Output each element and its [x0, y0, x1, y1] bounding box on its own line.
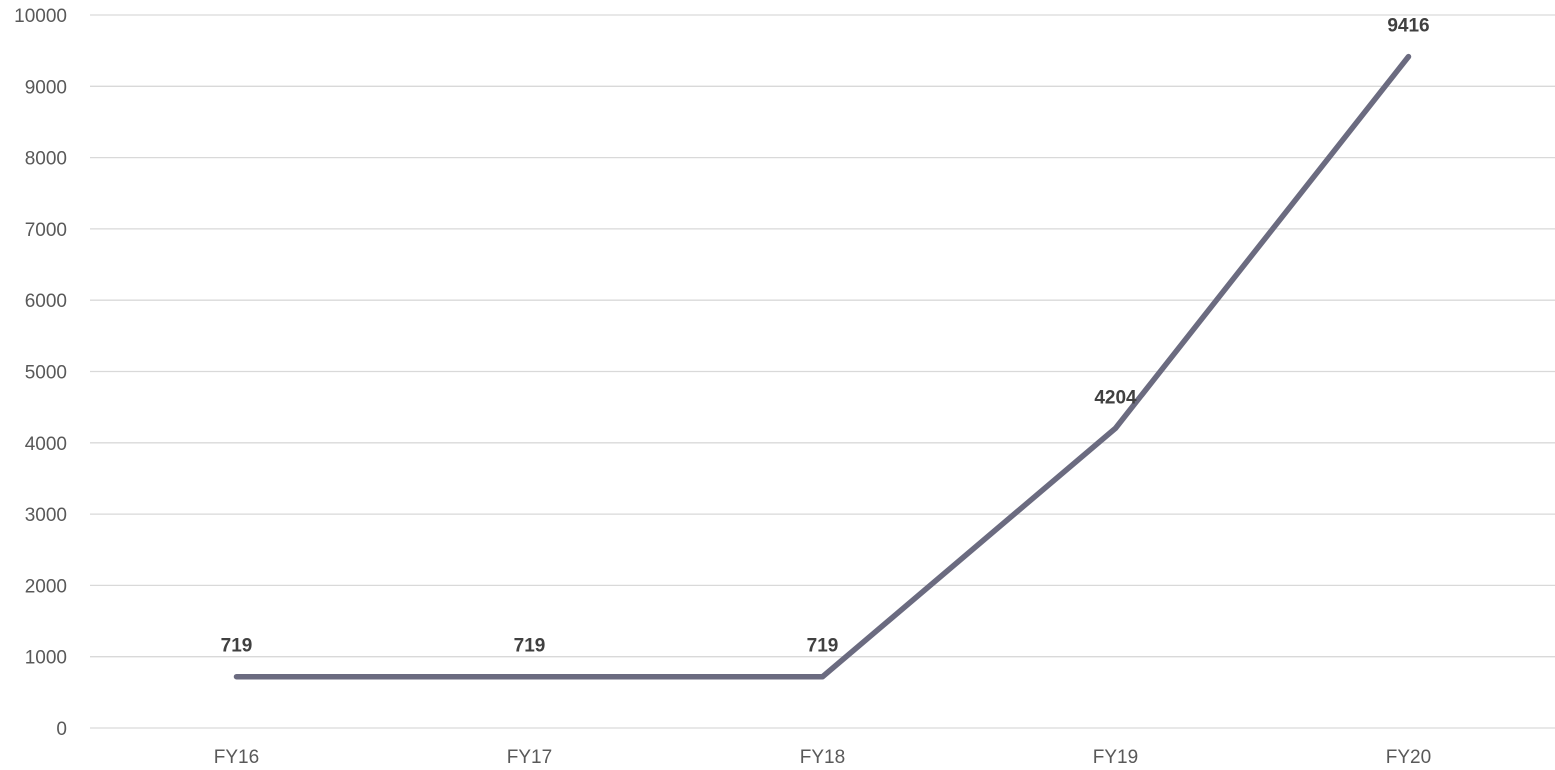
y-tick-label: 0 — [56, 719, 67, 740]
y-tick-label: 3000 — [25, 505, 67, 526]
data-label: 719 — [221, 636, 253, 657]
series-line — [233, 53, 1412, 680]
y-tick-label: 6000 — [25, 291, 67, 312]
x-axis-ticks: FY16 FY17 FY18 FY19 FY20 — [214, 747, 1431, 768]
x-tick-label: FY16 — [214, 747, 259, 768]
y-tick-label: 2000 — [25, 576, 67, 597]
x-tick-label: FY19 — [1093, 747, 1138, 768]
y-tick-label: 9000 — [25, 77, 67, 98]
x-tick-label: FY17 — [507, 747, 552, 768]
y-tick-label: 7000 — [25, 220, 67, 241]
y-axis-ticks: 0 1000 2000 3000 4000 5000 6000 7000 8000 9000 100… — [14, 6, 67, 740]
x-tick-label: FY20 — [1386, 747, 1431, 768]
x-tick-label: FY18 — [800, 747, 845, 768]
data-label: 4204 — [1094, 387, 1137, 408]
y-tick-label: 5000 — [25, 363, 67, 384]
data-label: 719 — [807, 636, 839, 657]
data-label: 9416 — [1387, 16, 1429, 37]
y-tick-label: 4000 — [25, 434, 67, 455]
series-group — [233, 53, 1412, 680]
data-labels: 719 719 719 4204 9416 — [221, 16, 1430, 657]
y-tick-label: 10000 — [14, 6, 67, 27]
y-tick-label: 1000 — [25, 648, 67, 669]
y-tick-label: 8000 — [25, 149, 67, 170]
gridlines — [90, 14, 1555, 729]
data-label: 719 — [514, 636, 546, 657]
